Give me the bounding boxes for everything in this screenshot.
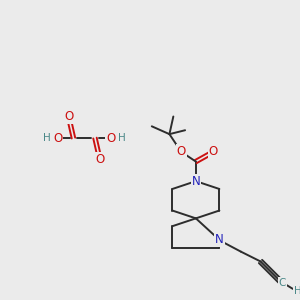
Text: O: O <box>95 153 104 166</box>
Text: N: N <box>215 233 224 246</box>
Text: O: O <box>176 145 186 158</box>
Text: O: O <box>64 110 73 123</box>
Text: H: H <box>43 133 51 143</box>
Text: O: O <box>106 132 115 145</box>
Text: H: H <box>294 286 300 296</box>
Text: O: O <box>209 145 218 158</box>
Text: N: N <box>191 175 200 188</box>
Text: O: O <box>53 132 62 145</box>
Text: C: C <box>278 278 286 288</box>
Text: H: H <box>118 133 125 143</box>
